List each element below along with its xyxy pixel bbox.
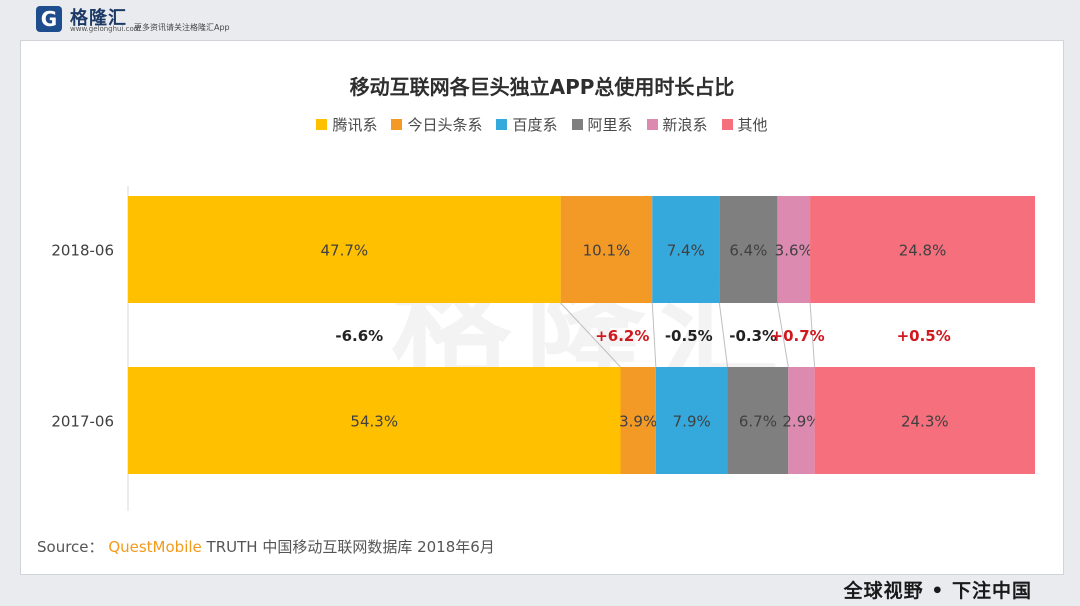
legend-swatch	[391, 119, 403, 130]
legend-swatch	[316, 119, 328, 130]
legend-item: 其他	[721, 114, 768, 135]
header-note: 更多资讯请关注格隆汇App	[134, 23, 230, 32]
stacked-bar-chart: 47.7% 10.1% 7.4% 6.4% 3.6% 24.8% 2018-06 54.3% 3…	[51, 186, 1035, 511]
legend-item: 阿里系	[571, 114, 633, 135]
legend-item: 新浪系	[646, 114, 708, 135]
data-label: 3.6%	[775, 242, 813, 260]
source-rest: TRUTH 中国移动互联网数据库 2018年6月	[206, 538, 495, 556]
legend-swatch	[646, 119, 658, 130]
data-label: 7.9%	[673, 413, 711, 431]
change-label: -0.3%	[729, 327, 777, 345]
data-label: 54.3%	[350, 413, 398, 431]
bar-segment	[814, 367, 1035, 474]
series-connector-line	[809, 302, 816, 368]
category-tick-label: 2018-06	[51, 242, 114, 260]
bar-segment	[727, 367, 789, 474]
data-label: 6.4%	[729, 242, 767, 260]
data-label: 3.9%	[619, 413, 657, 431]
bar-segment	[719, 196, 778, 303]
category-tick-label: 2017-06	[51, 413, 114, 431]
footer-slogan: 全球视野 • 下注中国	[843, 580, 1032, 602]
bar-segment	[655, 367, 728, 474]
legend-item: 腾讯系	[316, 114, 377, 135]
legend-item: 今日头条系	[391, 114, 482, 135]
bar-segment	[777, 196, 811, 303]
change-label: -0.5%	[665, 327, 713, 345]
change-label: -6.6%	[335, 327, 383, 345]
legend-swatch	[496, 119, 508, 130]
series-connector-line	[718, 302, 729, 368]
bar-segment	[128, 367, 621, 474]
bar-segment	[652, 196, 720, 303]
gelonghui-logo-icon: G	[36, 6, 62, 32]
legend-label: 腾讯系	[332, 116, 378, 134]
logo-name: 格隆汇	[70, 8, 127, 29]
bar-segment	[620, 367, 656, 474]
change-label: +6.2%	[595, 327, 649, 345]
data-label: 2.9%	[782, 413, 820, 431]
legend-label: 阿里系	[587, 116, 633, 134]
bar-segment	[560, 196, 653, 303]
bar-segment	[810, 196, 1035, 303]
legend-item: 百度系	[496, 114, 558, 135]
logo-domain: www.gelonghui.com	[70, 25, 141, 33]
source-prefix: Source：	[37, 538, 104, 556]
legend-label: 今日头条系	[407, 116, 483, 134]
bar-segment	[128, 196, 561, 303]
data-label: 24.8%	[899, 242, 947, 260]
legend-swatch	[721, 119, 733, 130]
chart-legend: 腾讯系 今日头条系 百度系 阿里系 新浪系 其他	[21, 114, 1063, 135]
data-label: 10.1%	[583, 242, 631, 260]
series-connector-line	[560, 302, 621, 368]
chart-slide: 格隆汇 www.gelonghui.com 移动互联网各巨头独立APP总使用时长…	[20, 40, 1064, 575]
data-label: 6.7%	[739, 413, 777, 431]
change-label: +0.7%	[771, 327, 825, 345]
data-label: 7.4%	[667, 242, 705, 260]
bar-segment	[788, 367, 815, 474]
data-label: 47.7%	[320, 242, 368, 260]
source-note: Source： QuestMobile TRUTH 中国移动互联网数据库 201…	[37, 536, 495, 557]
data-label: 24.3%	[901, 413, 949, 431]
change-label: +0.5%	[897, 327, 951, 345]
chart-title: 移动互联网各巨头独立APP总使用时长占比	[349, 75, 735, 99]
legend-swatch	[571, 119, 583, 130]
legend-label: 百度系	[512, 116, 558, 134]
series-connector-line	[776, 302, 789, 368]
source-brand: QuestMobile	[108, 538, 202, 556]
legend-label: 新浪系	[662, 116, 708, 134]
legend-label: 其他	[737, 116, 768, 134]
series-connector-line	[651, 302, 657, 368]
